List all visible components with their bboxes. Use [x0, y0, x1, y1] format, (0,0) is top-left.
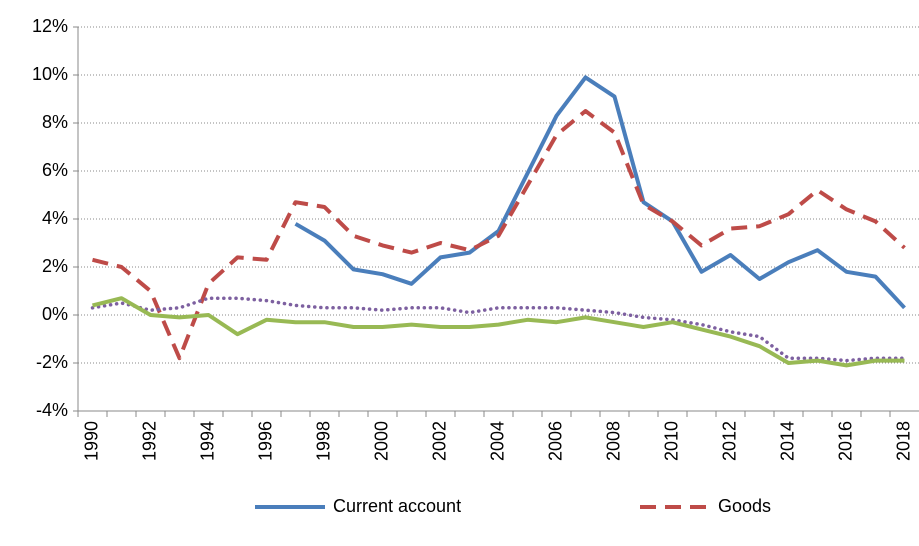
x-tick-label: 1996 [255, 421, 275, 461]
x-tick-label: 2012 [719, 421, 739, 461]
legend-label: Current account [333, 496, 461, 516]
series-line [92, 296, 905, 368]
x-tick-label: 1992 [139, 421, 159, 461]
x-tick-label: 2002 [429, 421, 449, 461]
y-tick-label: -2% [36, 352, 68, 372]
x-tick-label: 2006 [545, 421, 565, 461]
y-tick-label: -4% [36, 400, 68, 420]
x-tick-label: 2008 [603, 421, 623, 461]
series-line [90, 296, 907, 363]
y-tick-label: 12% [32, 16, 68, 36]
x-tick-label: 2016 [835, 421, 855, 461]
x-tick-label: 1994 [197, 421, 217, 461]
x-tick-label: 2010 [661, 421, 681, 461]
series-line [294, 75, 906, 310]
legend-label: Goods [718, 496, 771, 516]
series-line [92, 109, 906, 361]
y-tick-label: 10% [32, 64, 68, 84]
x-tick-label: 1998 [313, 421, 333, 461]
y-tick-label: 4% [42, 208, 68, 228]
y-tick-label: 6% [42, 160, 68, 180]
x-tick-label: 2018 [893, 421, 913, 461]
x-tick-label: 1990 [81, 421, 101, 461]
x-tick-label: 2004 [487, 421, 507, 461]
y-tick-label: 0% [42, 304, 68, 324]
y-tick-label: 2% [42, 256, 68, 276]
x-tick-label: 2014 [777, 421, 797, 461]
x-tick-label: 2000 [371, 421, 391, 461]
y-tick-label: 8% [42, 112, 68, 132]
